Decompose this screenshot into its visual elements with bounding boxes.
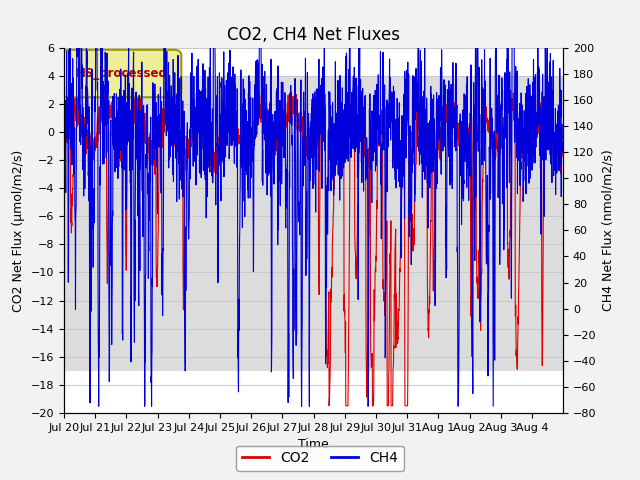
X-axis label: Time: Time (298, 438, 329, 451)
Title: CO2, CH4 Net Fluxes: CO2, CH4 Net Fluxes (227, 25, 400, 44)
FancyBboxPatch shape (61, 50, 181, 97)
Y-axis label: CH4 Net Flux (nmol/m2/s): CH4 Net Flux (nmol/m2/s) (602, 150, 615, 311)
Bar (64, 76, 563, 371)
Text: HS_processed: HS_processed (76, 67, 167, 80)
Legend: CO2, CH4: CO2, CH4 (236, 445, 404, 471)
Y-axis label: CO2 Net Flux (μmol/m2/s): CO2 Net Flux (μmol/m2/s) (12, 149, 25, 312)
